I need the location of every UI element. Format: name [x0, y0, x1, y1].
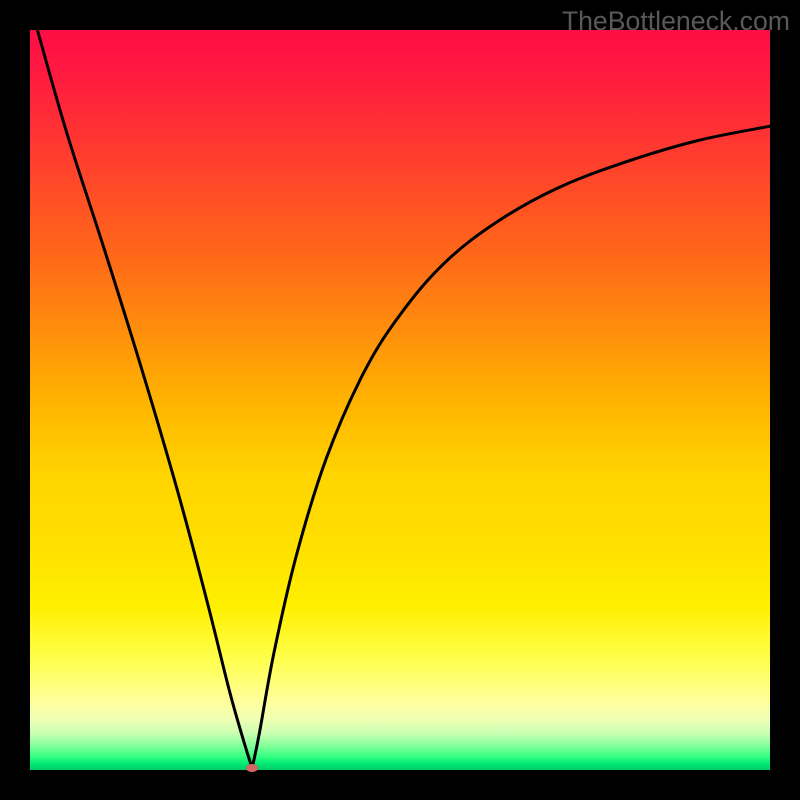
notch-marker — [246, 764, 258, 772]
plot-background — [30, 30, 770, 770]
figure-root: TheBottleneck.com — [0, 0, 800, 800]
bottleneck-chart — [0, 0, 800, 800]
